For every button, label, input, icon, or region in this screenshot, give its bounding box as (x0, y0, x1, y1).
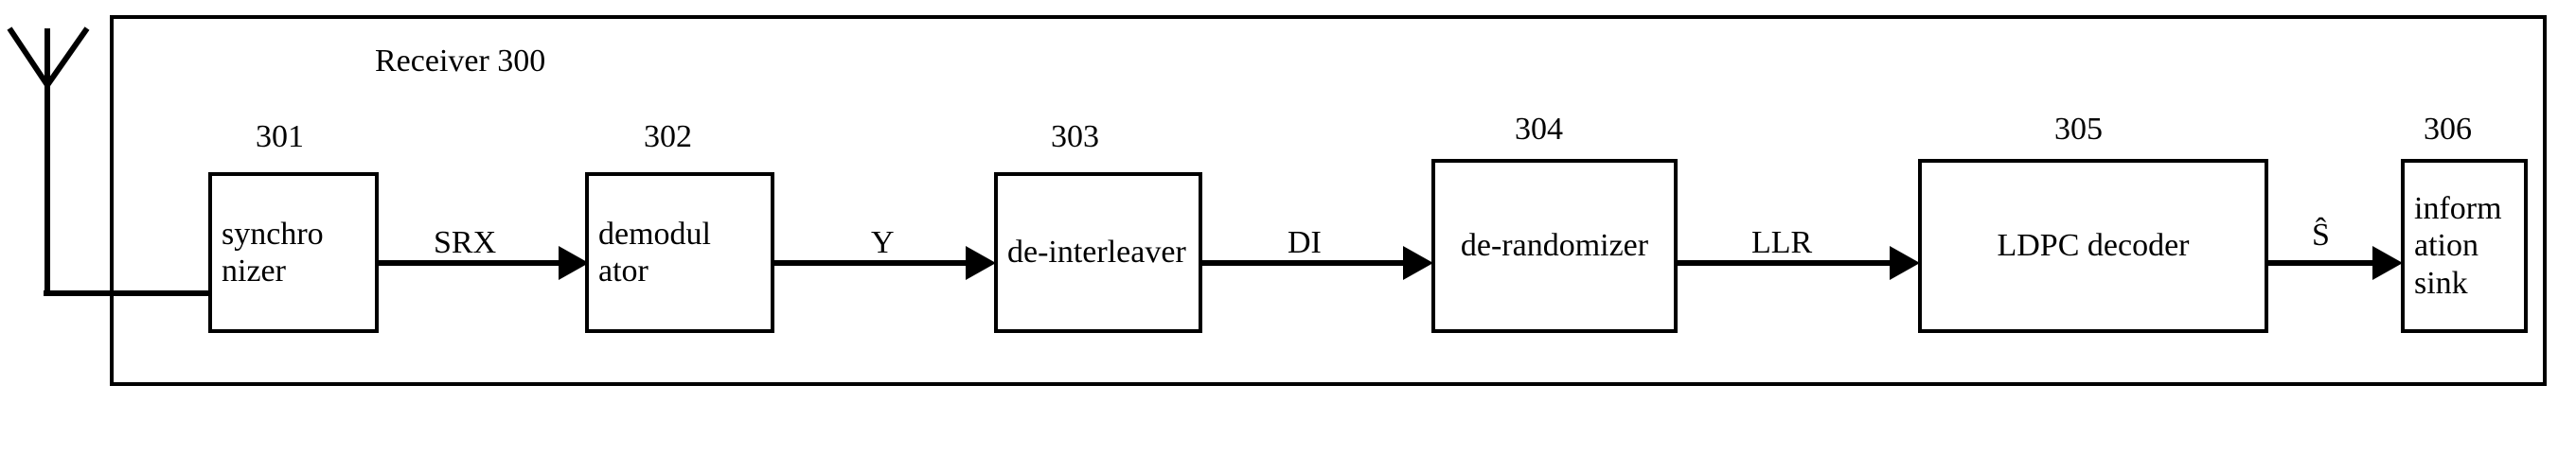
block-number: 305 (2054, 112, 2103, 148)
block-number: 304 (1515, 112, 1563, 148)
arrow-icon (2372, 246, 2405, 280)
block-number: 301 (256, 119, 304, 155)
edge-label: Ŝ (2312, 218, 2330, 254)
edge-line (2268, 260, 2386, 266)
ldpc-decoder-block: LDPC decoder (1918, 159, 2268, 333)
edge-label: Y (871, 225, 895, 261)
information-sink-block: inform ation sink (2401, 159, 2528, 333)
receiver-title: Receiver 300 (375, 44, 545, 79)
block-label: demodul ator (598, 216, 761, 289)
arrow-icon (1403, 246, 1435, 280)
derandomizer-block: de-randomizer (1431, 159, 1678, 333)
arrow-icon (1890, 246, 1922, 280)
arrow-icon (966, 246, 998, 280)
block-label: LDPC decoder (1997, 227, 2189, 264)
block-number: 303 (1051, 119, 1099, 155)
edge-label: LLR (1751, 225, 1812, 261)
deinterleaver-block: de-interleaver (994, 172, 1202, 333)
block-label: synchro nizer (222, 216, 365, 289)
synchronizer-block: synchro nizer (208, 172, 379, 333)
block-number: 302 (644, 119, 692, 155)
edge-label: SRX (434, 225, 496, 261)
demodulator-block: demodul ator (585, 172, 774, 333)
edge-line (44, 290, 212, 296)
edge-label: DI (1288, 225, 1322, 261)
block-label: inform ation sink (2414, 190, 2514, 301)
block-label: de-randomizer (1461, 227, 1648, 264)
block-label: de-interleaver (1007, 234, 1186, 271)
block-number: 306 (2424, 112, 2472, 148)
